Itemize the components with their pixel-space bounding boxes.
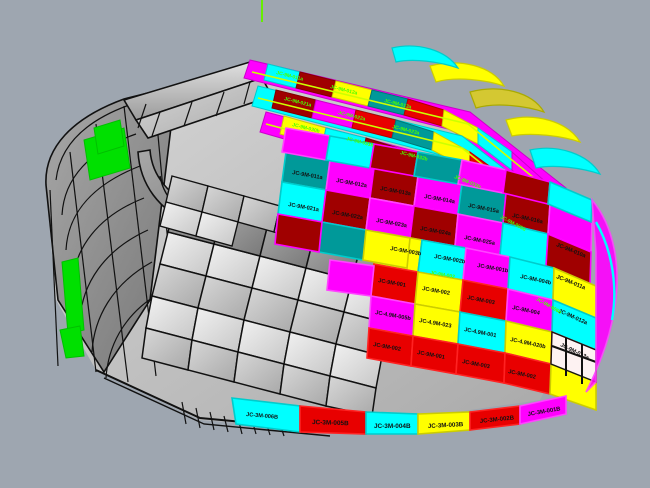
panel-row-shell-row-e[interactable] bbox=[366, 327, 597, 412]
hull-deck-green-notch[interactable] bbox=[93, 119, 125, 155]
panel-row-shell-row-a[interactable] bbox=[281, 151, 593, 254]
panel-grid-main[interactable] bbox=[231, 127, 618, 435]
panel-row-shell-row-b[interactable] bbox=[277, 181, 592, 286]
hull-deck-band-seams bbox=[137, 81, 251, 137]
panel-stern-inset[interactable] bbox=[550, 330, 597, 384]
panel-row-shell-row-d2[interactable] bbox=[368, 295, 597, 384]
panel-transition-cells[interactable] bbox=[274, 127, 593, 297]
hull-green-patch-lower[interactable] bbox=[61, 257, 85, 335]
stern-edge-rail bbox=[594, 221, 616, 321]
hull-keel-line-inner bbox=[103, 377, 331, 437]
aft-deck-arcs[interactable] bbox=[391, 45, 602, 176]
panel-row-waterline[interactable] bbox=[231, 395, 567, 435]
panel-row-shell-row-d1[interactable] bbox=[370, 263, 597, 352]
hull-green-patch-keel[interactable] bbox=[59, 325, 85, 359]
